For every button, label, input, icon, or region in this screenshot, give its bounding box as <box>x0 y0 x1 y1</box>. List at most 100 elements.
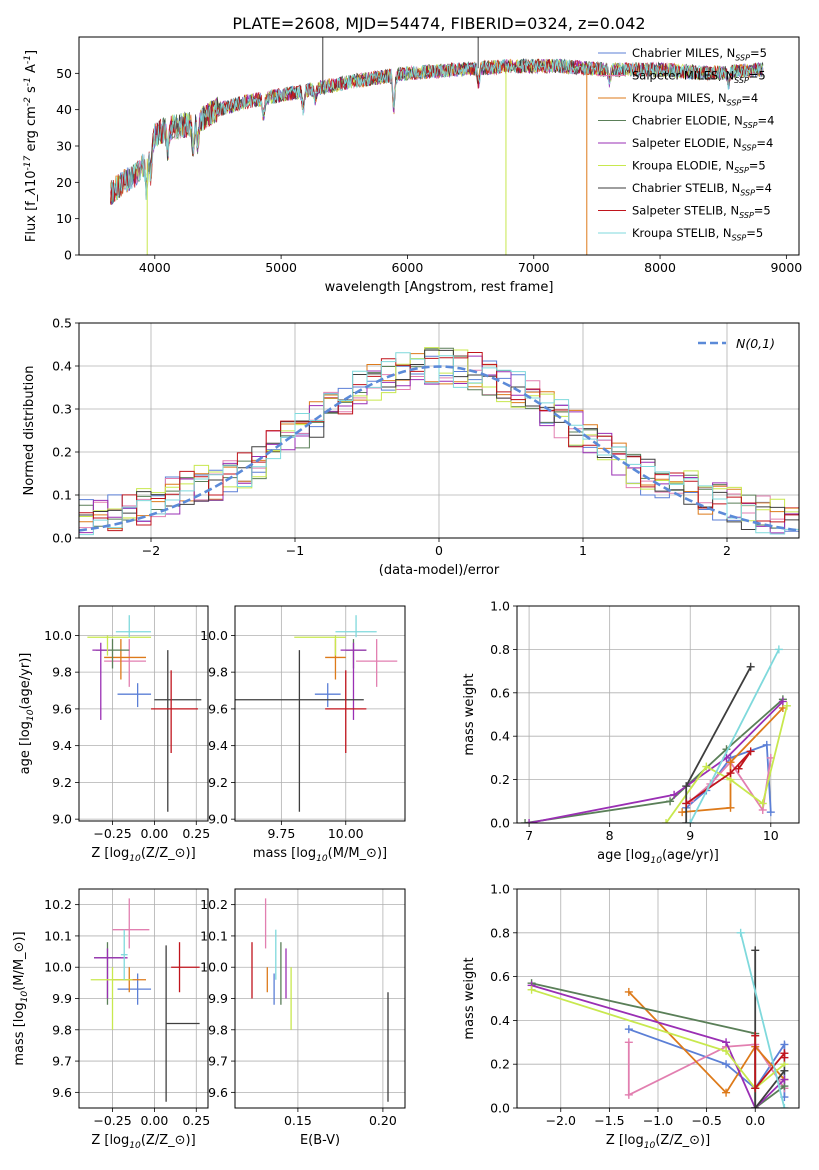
y-tick-label: 50 <box>56 66 72 81</box>
y-tick-label: 9.8 <box>52 1022 72 1037</box>
y-tick-label: 0.2 <box>52 445 72 460</box>
x-tick-label: 7000 <box>518 260 550 275</box>
y-tick-label: 10.0 <box>200 628 228 643</box>
x-axis-label: Z [log10​(Z/Z_⊙)] <box>91 1133 195 1151</box>
x-tick-label: 8000 <box>644 260 676 275</box>
y-tick-label: 0.0 <box>490 816 510 831</box>
legend-entry: Chabrier ELODIE, NSSP​=4 <box>632 114 774 130</box>
histogram-step <box>79 352 799 538</box>
axes-frame <box>516 888 800 1109</box>
plot-area-weight-vs-Z <box>527 928 789 1108</box>
axes-frame <box>78 36 800 256</box>
y-tick-label: 1.0 <box>490 882 510 897</box>
y-tick-label: 0.6 <box>490 685 510 700</box>
y-axis-label: mass weight <box>462 673 477 755</box>
y-tick-label: 9.9 <box>208 991 228 1006</box>
legend-entry: Salpeter MILES, NSSP​=5 <box>632 69 766 85</box>
y-tick-label: 9.7 <box>52 1054 72 1069</box>
y-tick-label: 30 <box>56 139 72 154</box>
y-tick-label: 0.8 <box>490 642 510 657</box>
y-tick-label: 9.8 <box>208 1022 228 1037</box>
axes-frame <box>78 322 800 539</box>
x-axis-label: Z [log10​(Z/Z_⊙)] <box>606 1133 710 1151</box>
y-axis-label: age [log10​(age/yr)] <box>18 653 36 775</box>
y-tick-label: 9.2 <box>208 775 228 790</box>
legend-entry: Salpeter ELODIE, NSSP​=4 <box>632 136 773 152</box>
x-tick-label: 1 <box>579 543 587 558</box>
y-tick-label: 9.2 <box>52 775 72 790</box>
panel-weight-vs-age: 7 8 9 10 0.0 0.2 0.4 0.6 0.8 1.0 age [log10​(age/y… <box>462 599 800 866</box>
x-tick-label: 10.00 <box>328 826 364 841</box>
x-tick-label: 0.0 <box>745 1113 765 1128</box>
plot-area-age-vs-mass <box>235 615 398 812</box>
x-tick-label: 0.00 <box>140 1113 168 1128</box>
y-tick-label: 10.0 <box>44 628 72 643</box>
panel-residuals: −2 −1 0 1 2 0.0 0.1 0.2 0.3 0.4 0.5 (data-model)/er… <box>22 316 800 578</box>
weight-line <box>689 648 780 823</box>
legend-entry: N(0,1) <box>736 336 775 351</box>
y-tick-label: 10.1 <box>200 928 228 943</box>
plot-area-weight-vs-age <box>521 645 791 823</box>
x-tick-label: −0.25 <box>93 1113 131 1128</box>
axes-frame <box>78 888 209 1109</box>
x-tick-label: 0 <box>435 543 443 558</box>
y-tick-label: 9.0 <box>52 812 72 827</box>
panel-age-vs-Z: −0.25 0.00 0.25 9.0 9.2 9.4 9.6 9.8 10.0 Z [log10… <box>18 605 210 864</box>
y-tick-label: 9.6 <box>52 701 72 716</box>
legend-entry: Kroupa STELIB, NSSP​=5 <box>632 226 763 242</box>
weight-line <box>524 698 784 823</box>
axes-frame <box>516 605 800 824</box>
x-tick-label: 6000 <box>392 260 424 275</box>
x-tick-label: 0.25 <box>182 826 210 841</box>
x-axis-label: E(B-V) <box>300 1133 340 1148</box>
y-tick-label: 9.4 <box>52 738 72 753</box>
x-tick-label: −2 <box>142 543 160 558</box>
weight-line <box>531 988 785 1090</box>
y-tick-label: 9.4 <box>208 738 228 753</box>
y-tick-label: 9.6 <box>208 701 228 716</box>
weight-line <box>682 707 784 813</box>
y-tick-label: 10.0 <box>200 960 228 975</box>
x-tick-label: 8 <box>606 828 614 843</box>
histogram-step <box>79 349 799 538</box>
plot-area-age-vs-Z <box>87 615 202 812</box>
y-tick-label: 10.2 <box>200 897 228 912</box>
spectrum-legend: Chabrier MILES, NSSP​=5 Salpeter MILES, N… <box>598 46 774 242</box>
spectrum-line <box>110 58 764 203</box>
panel-mass-vs-EBV: 0.15 0.20 9.6 9.7 9.8 9.9 10.0 10.1 10.2 E(B-V) <box>200 888 406 1148</box>
weight-line <box>528 700 784 823</box>
y-tick-label: 10.2 <box>44 897 72 912</box>
weight-line <box>754 950 786 1108</box>
y-tick-label: 0.5 <box>52 316 72 331</box>
panel-age-vs-mass: 9.75 10.00 9.0 9.2 9.4 9.6 9.8 10.0 mass [log10​… <box>200 605 406 864</box>
panel-weight-vs-Z: −2.0 −1.5 −1.0 −0.5 0.0 0.0 0.2 0.4 0.6 0.8 1.0 Z [… <box>462 882 800 1151</box>
plot-area-spectrum <box>110 37 764 255</box>
x-tick-label: −0.25 <box>93 826 131 841</box>
x-tick-label: 5000 <box>265 260 297 275</box>
y-tick-label: 9.9 <box>52 991 72 1006</box>
x-tick-label: 0.00 <box>140 826 168 841</box>
y-tick-label: 0.2 <box>490 772 510 787</box>
x-tick-label: 10 <box>763 828 779 843</box>
y-axis-label: Flux [f_λ10-17​ erg cm-2​ s-1​ A-1​] <box>23 50 39 242</box>
y-tick-label: 0.0 <box>490 1101 510 1116</box>
plot-area-mass-vs-Z <box>90 898 200 1102</box>
y-tick-label: 40 <box>56 102 72 117</box>
y-tick-label: 10.0 <box>44 960 72 975</box>
y-tick-label: 0.1 <box>52 488 72 503</box>
y-axis-label: Normed distribution <box>22 366 37 496</box>
axes-frame <box>234 605 406 822</box>
legend-entry: Chabrier MILES, NSSP​=5 <box>632 46 767 62</box>
x-tick-label: 9000 <box>770 260 802 275</box>
y-tick-label: 9.7 <box>208 1054 228 1069</box>
x-axis-label: Z [log10​(Z/Z_⊙)] <box>91 846 195 864</box>
y-tick-label: 0.0 <box>52 531 72 546</box>
figure-title: PLATE=2608, MJD=54474, FIBERID=0324, z=0… <box>232 14 645 33</box>
axes-frame <box>78 605 209 822</box>
y-tick-label: 10 <box>56 211 72 226</box>
y-tick-label: 1.0 <box>490 599 510 614</box>
plot-area-residuals <box>79 347 799 538</box>
y-tick-label: 9.6 <box>208 1085 228 1100</box>
x-tick-label: 0.15 <box>284 1113 312 1128</box>
